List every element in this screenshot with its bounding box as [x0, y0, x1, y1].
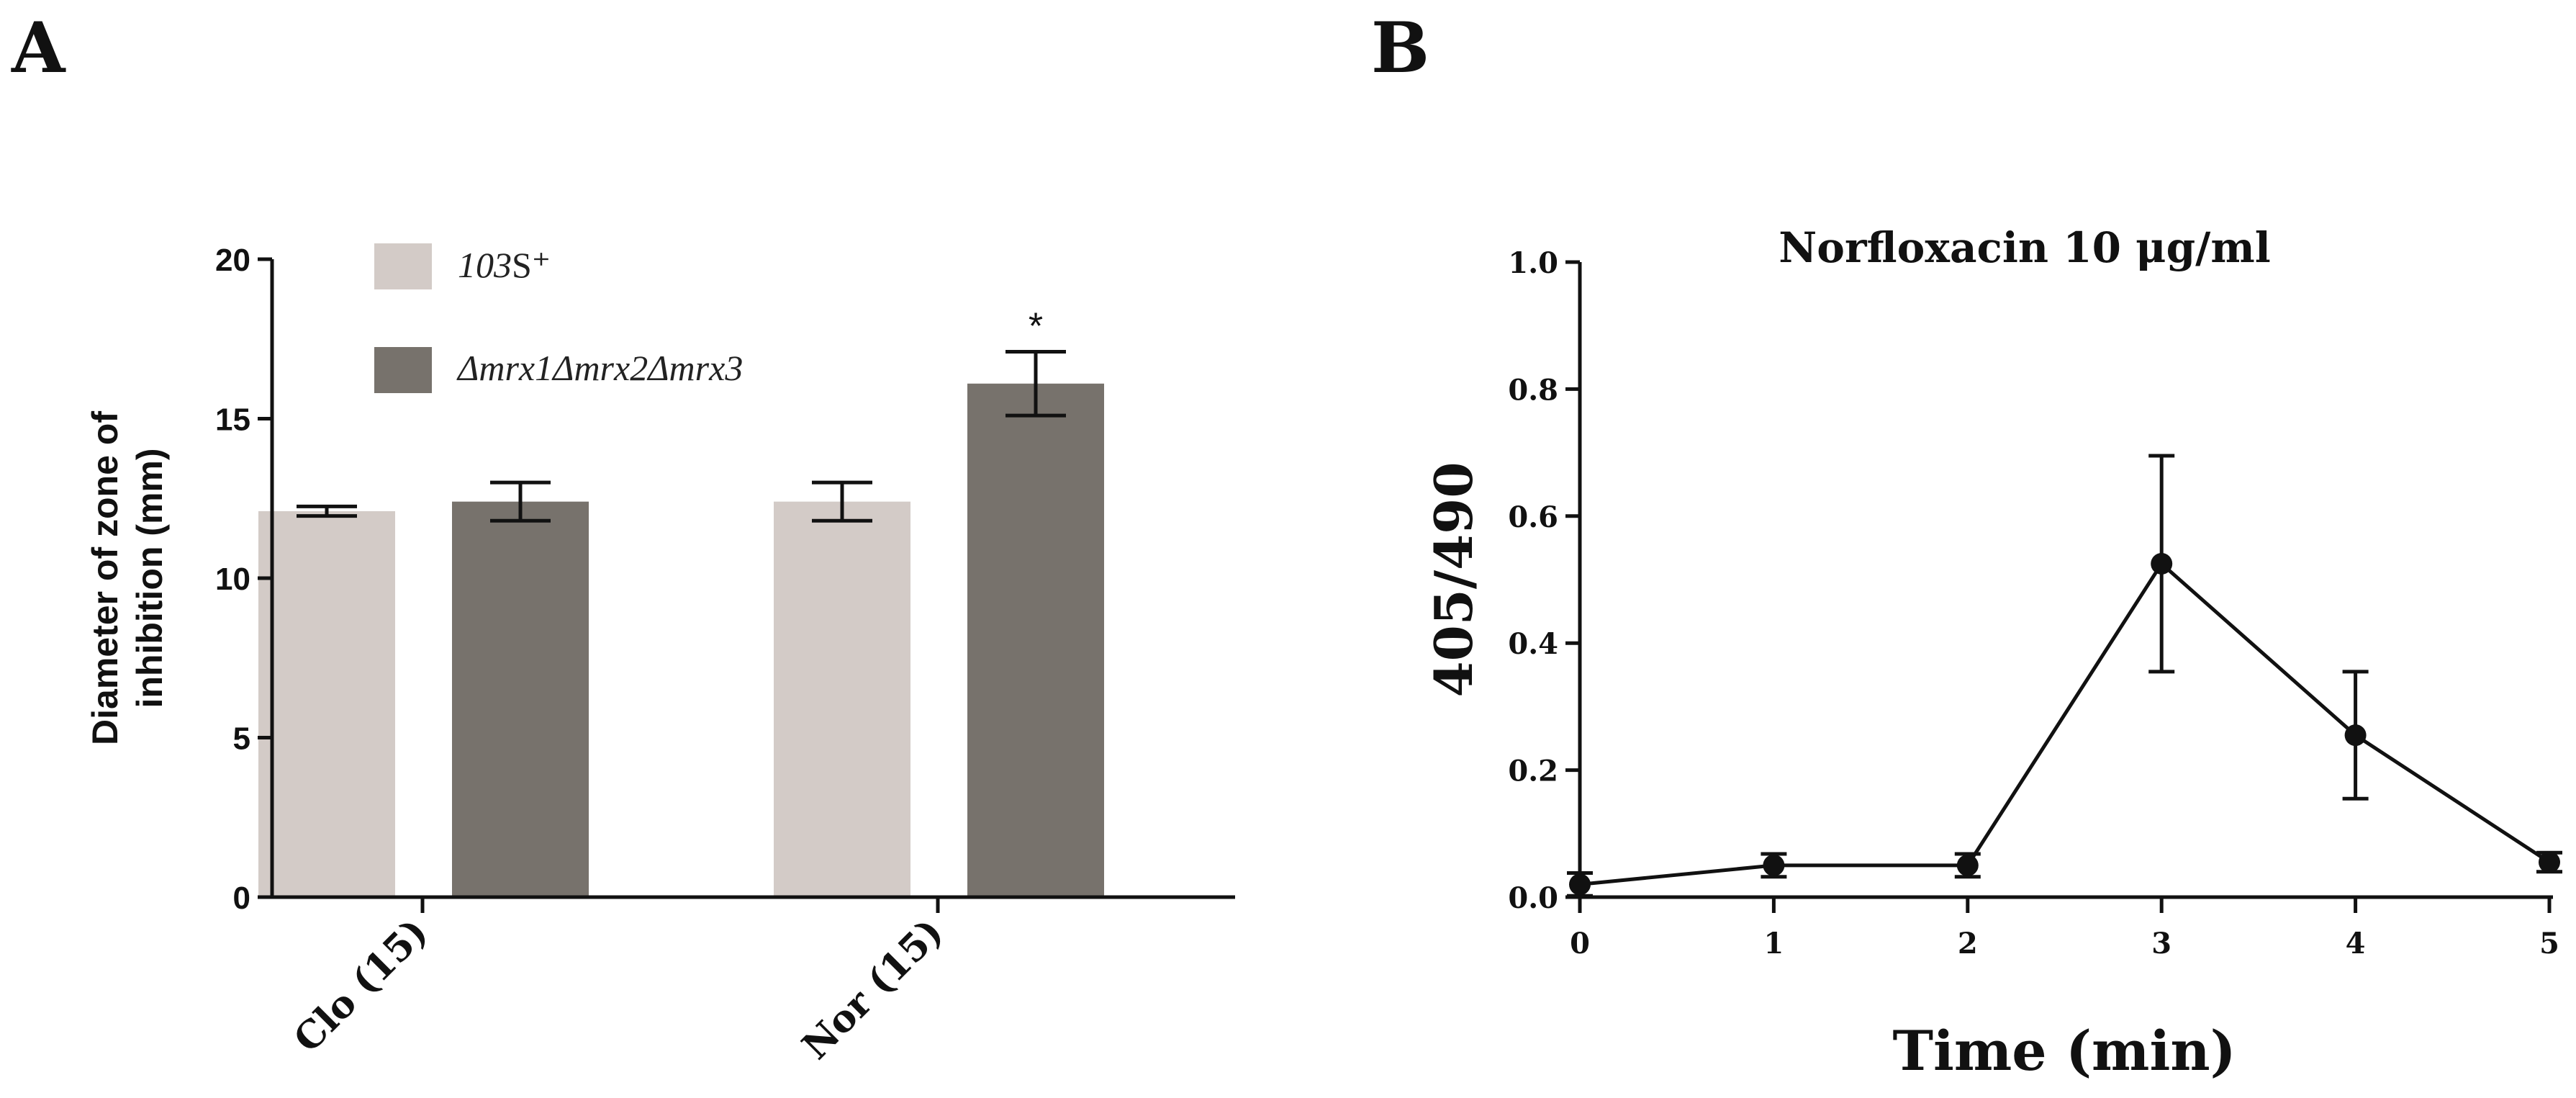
x-axis-label-b: Time (min)	[1892, 1019, 2236, 1083]
y-tick-label: 5	[233, 721, 250, 757]
series-line	[1579, 561, 2551, 886]
data-point-group	[1569, 552, 2560, 896]
x-tick-label-b: 4	[2346, 927, 2366, 960]
y-axis-ticks: 0 5 10 15 20	[215, 243, 272, 916]
panel-letter-a: A	[11, 7, 66, 89]
line-chart-norfloxacin: Norfloxacin 10 μg/ml 0.00.20.40.60.81.0 …	[1423, 223, 2562, 1083]
data-point	[2539, 851, 2560, 873]
x-tick-label-b: 1	[1763, 927, 1784, 960]
error-bar-group-b	[1567, 454, 2562, 898]
y-tick-label-b: 0.8	[1508, 373, 1558, 407]
y-tick-label: 20	[215, 243, 250, 278]
y-tick-label-b: 0.6	[1508, 500, 1558, 534]
y-tick-label: 0	[233, 881, 250, 916]
bar-mutant-1	[967, 383, 1104, 897]
bar-103s-1	[774, 501, 910, 897]
y-tick-label: 10	[215, 562, 250, 597]
data-point	[2344, 724, 2367, 747]
x-tick-label-b: 0	[1570, 927, 1590, 960]
legend-label-mutant: Δmrx1Δmrx2Δmrx3	[456, 348, 743, 388]
y-tick-label: 15	[215, 402, 250, 438]
bar-103s-0	[258, 510, 395, 897]
y-tick-label-b: 1.0	[1508, 246, 1558, 280]
legend-label-103s: 103S⁺	[458, 245, 551, 285]
y-axis-ticks-b: 0.0 0.2 0.4 0.6 0.8 1.0	[1508, 246, 1580, 915]
x-tick-label: Nor (15)	[794, 910, 952, 1068]
legend-swatch-mutant	[374, 347, 432, 393]
y-axis-label-b: 405/490	[1423, 462, 1484, 698]
error-bar	[297, 504, 357, 518]
x-axis-ticks: Clo (15) Nor (15)	[286, 897, 952, 1068]
panel-letter-b: B	[1371, 7, 1429, 89]
legend-swatch-103s	[374, 243, 432, 289]
error-bar	[812, 480, 872, 523]
bar-group	[258, 383, 1104, 897]
data-point	[1569, 873, 1591, 896]
data-point	[1763, 854, 1785, 876]
y-tick-label-b: 0.0	[1508, 881, 1558, 915]
error-bar	[1005, 349, 1066, 418]
legend-label-103s-italic: 103	[458, 245, 512, 285]
x-axis-ticks-b: 0 1 2 3 4 5	[1570, 897, 2559, 960]
x-tick-label-b: 5	[2539, 927, 2559, 960]
x-tick-label: Clo (15)	[286, 910, 437, 1061]
y-tick-label-b: 0.4	[1508, 627, 1558, 661]
data-point	[2151, 552, 2173, 575]
data-point	[1956, 854, 1979, 876]
legend-label-103s-rest: S⁺	[512, 245, 551, 285]
significance-asterisk: *	[1029, 305, 1043, 347]
y-tick-label-b: 0.2	[1508, 755, 1558, 788]
error-bar	[490, 480, 551, 523]
y-axis-label-line-1: Diameter of zone of	[85, 411, 125, 745]
chart-b-title: Norfloxacin 10 μg/ml	[1779, 223, 2270, 272]
bar-mutant-0	[452, 501, 589, 897]
error-bar-group	[297, 349, 1066, 523]
x-tick-label-b: 3	[2151, 927, 2171, 960]
bar-chart-zone-of-inhibition: 0 5 10 15 20 Clo (15) Nor (15) Diameter of zo…	[85, 243, 1235, 1068]
x-tick-label-b: 2	[1958, 927, 1978, 960]
y-axis-label-line-2: inhibition (mm)	[130, 448, 170, 708]
